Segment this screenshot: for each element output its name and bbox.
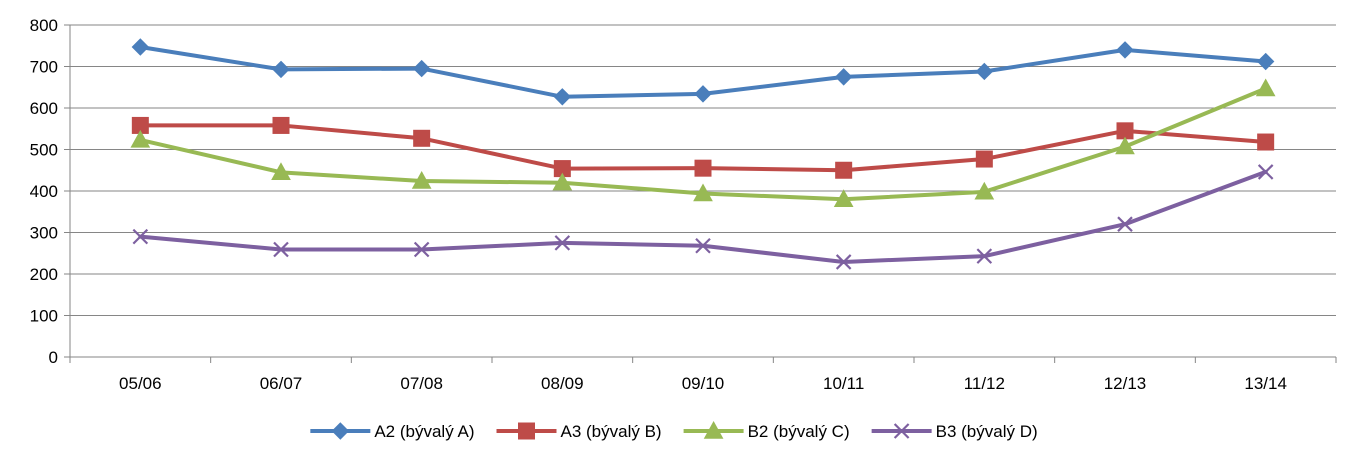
legend-label: B2 (bývalý C) bbox=[748, 422, 850, 441]
data-point bbox=[1117, 216, 1133, 232]
series-4 bbox=[132, 164, 1274, 270]
y-tick-label: 600 bbox=[30, 99, 58, 118]
series-1 bbox=[131, 38, 1275, 106]
legend-label: B3 (bývalý D) bbox=[936, 422, 1038, 441]
legend-item-1: A2 (bývalý A) bbox=[310, 422, 475, 441]
legend-label: A2 (bývalý A) bbox=[374, 422, 474, 441]
data-point bbox=[693, 183, 713, 202]
marker-stroke bbox=[413, 241, 430, 258]
data-point bbox=[976, 248, 993, 264]
marker-stroke bbox=[1117, 216, 1133, 232]
marker-stroke bbox=[893, 423, 910, 439]
data-point bbox=[694, 159, 712, 177]
y-tick-label: 800 bbox=[30, 16, 58, 35]
x-tick-label: 10/11 bbox=[823, 374, 864, 393]
legend-marker bbox=[703, 420, 724, 439]
y-tick-label: 100 bbox=[30, 307, 58, 326]
x-tick-label: 07/08 bbox=[400, 374, 443, 393]
data-point bbox=[1257, 164, 1274, 180]
data-point bbox=[975, 62, 994, 81]
series-line bbox=[138, 86, 1268, 202]
data-point bbox=[552, 172, 573, 191]
legend-marker bbox=[331, 422, 350, 440]
marker-stroke bbox=[1257, 164, 1274, 180]
data-point bbox=[411, 171, 432, 189]
y-tick-label: 200 bbox=[30, 265, 58, 284]
data-point bbox=[975, 150, 993, 168]
legend-item-2: A3 (bývalý B) bbox=[496, 422, 662, 441]
data-point bbox=[835, 254, 852, 270]
axes: 0 100 200 300 400 500 600 700 800 05/06 06/07 07/08… bbox=[30, 16, 1337, 393]
data-point bbox=[1116, 122, 1134, 140]
legend-item-3: B2 (bývalý C) bbox=[683, 420, 850, 441]
legend-marker bbox=[893, 423, 910, 439]
data-point bbox=[271, 162, 291, 181]
marker-stroke bbox=[554, 235, 571, 251]
data-point bbox=[413, 241, 430, 258]
data-point bbox=[272, 60, 290, 79]
data-point bbox=[553, 88, 572, 106]
marker-stroke bbox=[835, 254, 852, 270]
x-tick-label: 08/09 bbox=[541, 374, 584, 393]
data-point bbox=[273, 241, 289, 258]
y-tick-label: 400 bbox=[30, 182, 58, 201]
data-point bbox=[834, 68, 853, 86]
data-point bbox=[1115, 136, 1135, 155]
series-lines bbox=[130, 38, 1276, 270]
marker-stroke bbox=[273, 241, 289, 258]
data-point bbox=[132, 228, 149, 245]
data-point bbox=[1116, 41, 1134, 59]
data-point bbox=[413, 129, 431, 147]
legend-item-4: B3 (bývalý D) bbox=[871, 422, 1038, 441]
data-point bbox=[694, 85, 712, 103]
data-point bbox=[1256, 52, 1275, 71]
legend-label: A3 (bývalý B) bbox=[561, 422, 662, 441]
legend-marker bbox=[518, 422, 535, 440]
data-point bbox=[272, 116, 290, 134]
data-point bbox=[131, 38, 150, 56]
y-tick-label: 500 bbox=[30, 141, 58, 160]
marker-stroke bbox=[695, 238, 711, 254]
data-point bbox=[554, 235, 571, 251]
legend: A2 (bývalý A) A3 (bývalý B) B2 (bývalý C) B… bbox=[310, 420, 1038, 441]
x-tick-label: 13/14 bbox=[1244, 374, 1287, 393]
data-point bbox=[412, 59, 431, 78]
data-point bbox=[833, 189, 854, 207]
x-tick-label: 05/06 bbox=[119, 374, 162, 393]
x-tick-label: 12/13 bbox=[1104, 374, 1147, 393]
data-point bbox=[974, 181, 995, 200]
x-tick-label: 11/12 bbox=[964, 374, 1005, 393]
data-point bbox=[130, 129, 151, 148]
data-point bbox=[1257, 133, 1275, 151]
x-tick-label: 06/07 bbox=[260, 374, 303, 393]
data-point bbox=[695, 238, 711, 254]
marker-stroke bbox=[132, 228, 149, 245]
data-point bbox=[1255, 78, 1276, 97]
series-3 bbox=[130, 78, 1276, 207]
y-tick-label: 300 bbox=[30, 224, 58, 243]
x-tick-label: 09/10 bbox=[682, 374, 725, 393]
series-2 bbox=[131, 116, 1275, 179]
marker-stroke bbox=[976, 248, 993, 264]
y-tick-label: 700 bbox=[30, 58, 58, 77]
y-tick-label: 0 bbox=[49, 348, 58, 367]
data-point bbox=[835, 161, 853, 179]
